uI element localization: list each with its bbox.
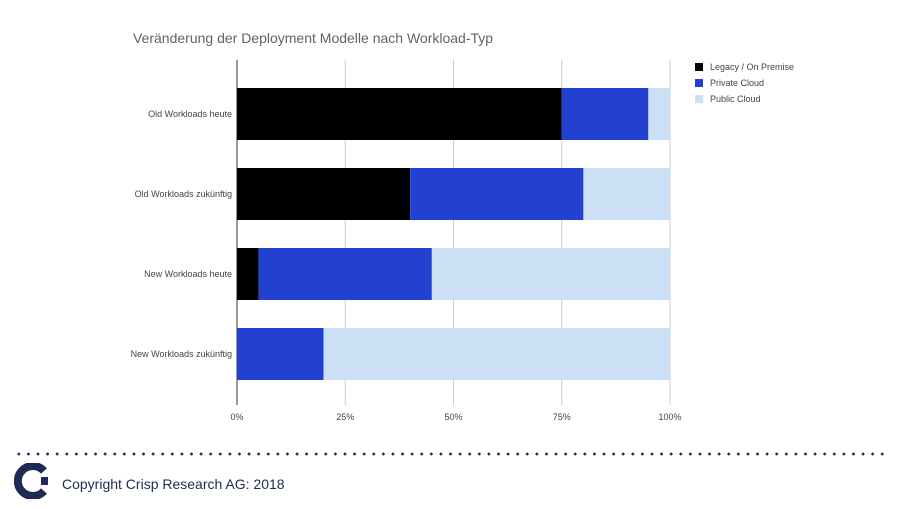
bar-segment[interactable] xyxy=(237,88,562,140)
legend-item-legacy[interactable]: Legacy / On Premise xyxy=(695,59,794,75)
x-tick-label: 25% xyxy=(336,412,354,422)
bar-segment[interactable] xyxy=(561,88,649,140)
legend-label: Public Cloud xyxy=(710,94,761,104)
bar-segment[interactable] xyxy=(583,168,670,220)
bar-segment[interactable] xyxy=(431,248,670,300)
legend-swatch xyxy=(695,95,703,103)
copyright-text: Copyright Crisp Research AG: 2018 xyxy=(62,476,285,492)
chart-title: Veränderung der Deployment Modelle nach … xyxy=(133,30,494,46)
legend-item-public-cloud[interactable]: Public Cloud xyxy=(695,91,794,107)
category-label: New Workloads zukünftig xyxy=(131,349,232,359)
x-tick-label: 50% xyxy=(444,412,462,422)
bar-segment[interactable] xyxy=(258,248,432,300)
bar-segment[interactable] xyxy=(410,168,584,220)
legend-label: Legacy / On Premise xyxy=(710,62,795,72)
bar-segment[interactable] xyxy=(237,168,411,220)
bar-segment[interactable] xyxy=(237,248,259,300)
dotted-divider xyxy=(14,451,884,457)
legend-swatch xyxy=(695,79,703,87)
x-tick-label: 100% xyxy=(658,412,681,422)
category-label: New Workloads heute xyxy=(144,269,232,279)
bar-segment[interactable] xyxy=(648,88,670,140)
legend-label: Private Cloud xyxy=(710,78,765,88)
bar-chart: Old Workloads heute Old Workloads zukünft… xyxy=(131,60,682,422)
category-label: Old Workloads heute xyxy=(148,109,232,119)
x-tick-label: 75% xyxy=(553,412,571,422)
category-label: Old Workloads zukünftig xyxy=(135,189,232,199)
x-tick-label: 0% xyxy=(230,412,243,422)
bar-segment[interactable] xyxy=(323,328,670,380)
legend: Legacy / On Premise Private Cloud Public… xyxy=(695,59,794,107)
bar-segment[interactable] xyxy=(237,328,324,380)
crisp-research-logo-icon xyxy=(14,463,48,499)
legend-item-private-cloud[interactable]: Private Cloud xyxy=(695,75,794,91)
legend-swatch xyxy=(695,63,703,71)
